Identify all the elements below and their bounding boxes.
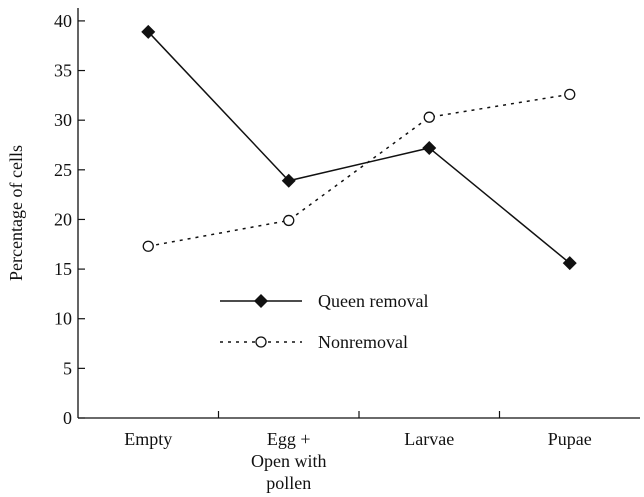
x-tick-label: Larvae (404, 429, 454, 449)
x-tick-label: Pupae (548, 429, 592, 449)
y-tick-label: 20 (54, 209, 72, 229)
legend-marker (254, 294, 268, 308)
y-tick-label: 35 (54, 61, 72, 81)
x-tick-label: Empty (124, 429, 172, 449)
y-tick-label: 0 (63, 408, 72, 428)
y-tick-label: 5 (63, 358, 72, 378)
y-tick-label: 30 (54, 110, 72, 130)
y-tick-label: 25 (54, 160, 72, 180)
marker (423, 111, 435, 123)
legend-marker (255, 336, 267, 348)
marker (422, 140, 437, 155)
marker (283, 214, 295, 227)
y-axis-label: Percentage of cells (6, 145, 26, 281)
marker (281, 173, 296, 188)
series-line (147, 31, 571, 264)
legend-label: Queen removal (318, 291, 428, 311)
legend-label: Nonremoval (318, 332, 408, 352)
marker (564, 88, 576, 101)
y-tick-label: 15 (54, 259, 72, 279)
marker (562, 256, 577, 271)
y-tick-label: 10 (54, 309, 72, 329)
x-tick-label: Egg + Open with pollen (251, 429, 327, 493)
marker (141, 24, 156, 39)
marker (142, 240, 154, 252)
series-line (148, 93, 570, 247)
y-tick-label: 40 (54, 11, 72, 31)
